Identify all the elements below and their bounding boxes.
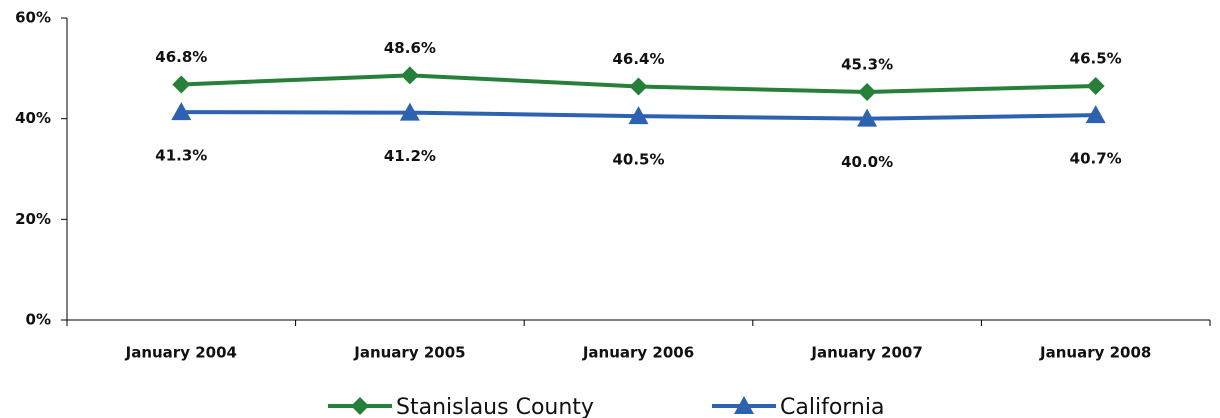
data-label: 46.5% bbox=[1070, 49, 1122, 67]
x-tick-label: January 2007 bbox=[810, 344, 922, 362]
data-label: 40.5% bbox=[612, 151, 664, 169]
x-tick-label: January 2006 bbox=[582, 344, 694, 362]
marker bbox=[734, 396, 754, 414]
x-tick-label: January 2005 bbox=[353, 344, 465, 362]
y-tick-label: 40% bbox=[15, 109, 51, 127]
data-label: 41.2% bbox=[384, 147, 436, 165]
data-label: 48.6% bbox=[384, 39, 436, 57]
marker bbox=[629, 77, 648, 96]
marker bbox=[1085, 105, 1106, 124]
legend-label: California bbox=[780, 395, 884, 418]
marker bbox=[171, 102, 192, 121]
y-tick-label: 20% bbox=[15, 210, 51, 228]
marker bbox=[858, 82, 877, 101]
data-label: 45.3% bbox=[841, 55, 893, 73]
marker bbox=[400, 66, 419, 85]
legend-label: Stanislaus County bbox=[396, 395, 594, 418]
y-tick-label: 0% bbox=[26, 311, 51, 329]
marker bbox=[1086, 76, 1105, 95]
data-label: 40.0% bbox=[841, 153, 893, 171]
marker bbox=[628, 106, 649, 125]
x-tick-label: January 2004 bbox=[125, 344, 237, 362]
marker bbox=[399, 102, 420, 121]
marker bbox=[351, 397, 369, 415]
y-tick-label: 60% bbox=[15, 9, 51, 27]
data-label: 46.8% bbox=[155, 48, 207, 66]
x-tick-label: January 2008 bbox=[1039, 344, 1151, 362]
data-label: 40.7% bbox=[1070, 150, 1122, 168]
marker bbox=[172, 75, 191, 94]
marker bbox=[857, 108, 878, 127]
data-label: 46.4% bbox=[612, 50, 664, 68]
data-label: 41.3% bbox=[155, 147, 207, 165]
